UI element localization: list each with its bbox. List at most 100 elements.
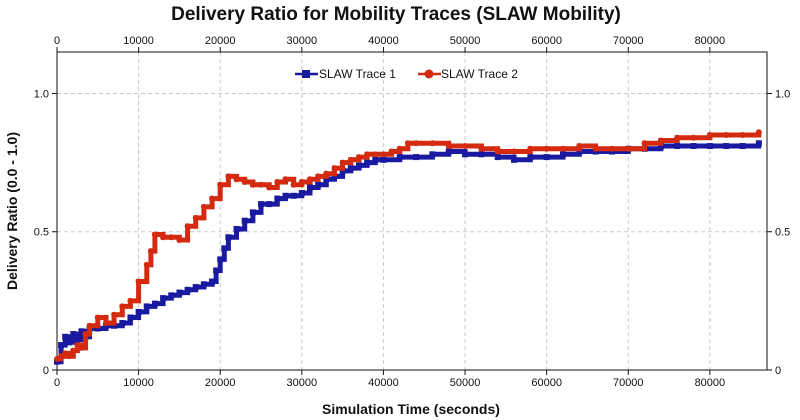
data-point-trace-1 (372, 156, 379, 163)
data-point-trace-2 (755, 129, 762, 136)
data-point-trace-2 (511, 148, 518, 155)
data-point-trace-1 (58, 342, 65, 349)
data-point-trace-1 (298, 190, 305, 197)
data-point-trace-1 (176, 289, 183, 296)
data-point-trace-2 (347, 156, 354, 163)
data-point-trace-1 (674, 143, 681, 150)
data-point-trace-2 (429, 140, 436, 147)
data-point-trace-1 (690, 143, 697, 150)
data-point-trace-1 (249, 209, 256, 216)
data-point-trace-1 (127, 314, 134, 321)
x-tick-label-bottom: 40000 (368, 377, 399, 389)
data-point-trace-2 (192, 214, 199, 221)
series-line-trace-1 (57, 143, 762, 365)
data-point-trace-1 (429, 151, 436, 158)
data-point-trace-2 (331, 165, 338, 172)
data-point-trace-1 (143, 303, 150, 310)
data-point-trace-2 (739, 131, 746, 138)
chart-title: Delivery Ratio for Mobility Traces (SLAW… (171, 4, 621, 25)
data-point-trace-2 (608, 145, 615, 152)
y-tick-label-right: 1.0 (775, 88, 790, 100)
data-point-trace-1 (184, 286, 191, 293)
data-point-trace-2 (135, 278, 142, 285)
x-tick-label-bottom: 20000 (205, 377, 236, 389)
x-tick-label-bottom: 0 (54, 377, 60, 389)
x-tick-label-top: 40000 (368, 35, 399, 47)
data-point-trace-1 (233, 225, 240, 232)
data-point-trace-2 (82, 331, 89, 338)
data-point-trace-2 (674, 134, 681, 141)
data-point-trace-1 (241, 217, 248, 224)
data-point-trace-1 (755, 140, 762, 147)
axis-ticks: 0010000100002000020000300003000040000400… (34, 35, 791, 389)
data-point-trace-1 (266, 201, 273, 208)
data-point-trace-1 (576, 148, 583, 155)
plot-area-frame (56, 51, 768, 371)
data-point-trace-2 (176, 237, 183, 244)
data-point-trace-2 (127, 297, 134, 304)
data-point-trace-2 (225, 173, 232, 180)
data-point-trace-1 (282, 192, 289, 199)
data-point-trace-2 (576, 143, 583, 150)
data-point-trace-1 (396, 154, 403, 161)
data-point-trace-2 (217, 181, 224, 188)
data-point-trace-1 (723, 143, 730, 150)
data-point-trace-1 (160, 295, 167, 302)
data-point-trace-2 (249, 181, 256, 188)
data-point-trace-1 (306, 184, 313, 191)
data-point-trace-2 (151, 231, 158, 238)
x-tick-label-bottom: 50000 (450, 377, 481, 389)
data-point-trace-1 (478, 151, 485, 158)
data-point-trace-1 (213, 267, 220, 274)
data-point-trace-2 (209, 195, 216, 202)
data-point-trace-2 (372, 151, 379, 158)
data-point-trace-1 (258, 201, 265, 208)
data-point-trace-1 (74, 336, 81, 343)
data-point-trace-1 (559, 151, 566, 158)
x-tick-label-top: 80000 (695, 35, 726, 47)
data-point-trace-1 (364, 159, 371, 166)
y-tick-label-left: 0 (43, 365, 49, 377)
data-point-trace-2 (413, 140, 420, 147)
data-point-trace-2 (657, 137, 664, 144)
data-point-trace-2 (339, 159, 346, 166)
x-axis-title: Simulation Time (seconds) (322, 401, 500, 417)
x-tick-label-bottom: 60000 (531, 377, 562, 389)
data-point-trace-1 (66, 339, 73, 346)
data-point-trace-2 (86, 322, 93, 329)
data-point-trace-1 (151, 300, 158, 307)
y-tick-label-left: 0.5 (34, 227, 49, 239)
data-point-trace-1 (543, 154, 550, 161)
data-point-trace-2 (258, 181, 265, 188)
data-point-trace-1 (739, 143, 746, 150)
data-point-trace-2 (290, 181, 297, 188)
data-point-trace-2 (78, 344, 85, 351)
data-point-trace-2 (160, 234, 167, 241)
data-point-trace-2 (723, 131, 730, 138)
y-axis-title: Delivery Ratio (0.0 - 1.0) (4, 132, 20, 290)
data-point-trace-2 (200, 203, 207, 210)
data-point-trace-2 (404, 140, 411, 147)
data-point-trace-2 (143, 261, 150, 268)
x-tick-label-top: 50000 (450, 35, 481, 47)
data-point-trace-2 (102, 319, 109, 326)
data-point-trace-1 (331, 173, 338, 180)
data-point-trace-2 (70, 347, 77, 354)
legend-label-trace-1: SLAW Trace 1 (319, 67, 396, 81)
data-point-trace-2 (119, 303, 126, 310)
data-point-trace-2 (168, 234, 175, 241)
data-point-trace-2 (494, 148, 501, 155)
x-tick-label-bottom: 30000 (287, 377, 318, 389)
data-point-trace-1 (494, 154, 501, 161)
data-point-trace-1 (119, 319, 126, 326)
data-point-trace-2 (388, 148, 395, 155)
data-point-trace-2 (274, 178, 281, 185)
data-point-trace-2 (241, 178, 248, 185)
data-point-trace-2 (706, 131, 713, 138)
data-point-trace-1 (217, 256, 224, 263)
data-point-trace-1 (657, 143, 664, 150)
data-point-trace-2 (266, 184, 273, 191)
data-point-trace-2 (478, 145, 485, 152)
